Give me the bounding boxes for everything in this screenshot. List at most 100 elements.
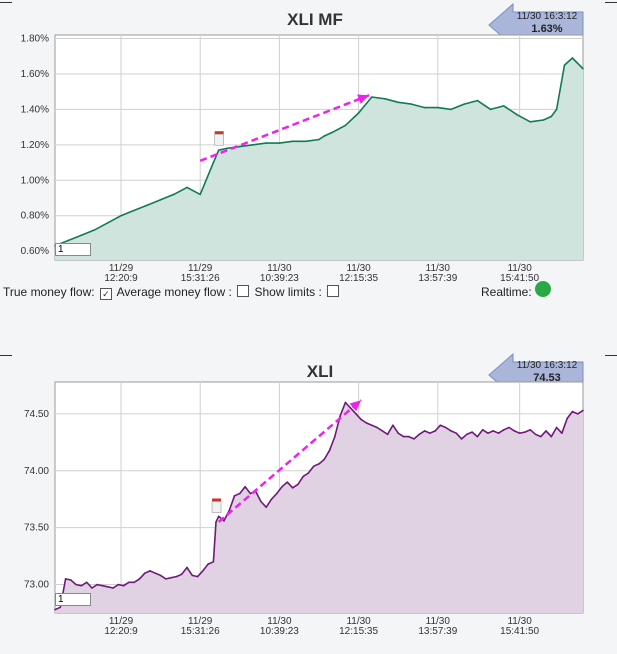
chart1-point-38 <box>529 121 531 123</box>
chart2-point-68 <box>407 435 410 438</box>
chart1-point-23 <box>331 131 334 134</box>
chart1-point-44 <box>582 67 584 70</box>
chart1-xtick-time-3: 12:15:35 <box>339 273 378 284</box>
chart1-badge: 11/30 16:3:12 1.63% <box>512 10 582 36</box>
chart2-point-55 <box>339 415 341 417</box>
chart1-range-input[interactable]: 1 <box>55 243 91 256</box>
chart1-point-14 <box>225 147 228 150</box>
chart2-range-input[interactable]: 1 <box>55 593 91 606</box>
show-limits-checkbox[interactable] <box>327 285 340 297</box>
chart1-point-9 <box>173 193 175 196</box>
chart2-point-16 <box>138 578 141 580</box>
chart1-point-12 <box>212 161 215 164</box>
chart1-ytick-label-1: 1.60% <box>21 69 49 80</box>
chart1-plot: 1.80% 1.60% 1.40% 1.20% 1.00% 0.80% 0.60% 11/29… <box>21 34 584 284</box>
chart2-point-62 <box>376 426 378 429</box>
chart2-point-33 <box>223 520 225 522</box>
chart2-trend-arrow <box>217 399 363 523</box>
chart2-point-63 <box>381 430 384 432</box>
chart2-point-65 <box>392 424 394 427</box>
chart2-point-15 <box>133 581 135 584</box>
chart1-point-16 <box>252 144 254 146</box>
chart2-point-13 <box>122 584 125 587</box>
chart2-point-67 <box>402 435 405 438</box>
chart1-point-36 <box>503 105 505 107</box>
chart2-point-60 <box>365 422 368 424</box>
chart2-gap-marker-top <box>212 498 222 502</box>
chart2-point-21 <box>165 578 167 580</box>
chart2-point-88 <box>513 430 516 432</box>
chart2-point-0 <box>54 608 56 611</box>
chart2-point-79 <box>466 433 468 436</box>
chart2-point-27 <box>196 575 199 578</box>
chart2-point-22 <box>170 576 172 579</box>
chart2-series-line <box>54 401 584 611</box>
chart2-point-26 <box>191 574 194 577</box>
chart1-point-29 <box>410 103 413 105</box>
chart1-point-26 <box>371 96 373 98</box>
chart2-point-6 <box>85 581 88 584</box>
mid-dash-right <box>605 355 617 356</box>
chart1-point-22 <box>323 135 326 137</box>
chart2-point-37 <box>244 485 246 488</box>
chart2-point-101 <box>582 409 584 412</box>
chart2-ytick-label-2: 73.50 <box>24 523 49 534</box>
chart2-point-96 <box>555 426 558 429</box>
chart1-badge-time: 11/30 16:3:12 <box>516 11 578 22</box>
true-mf-checkbox[interactable]: ✓ <box>99 288 112 300</box>
realtime-indicator[interactable] <box>535 281 551 297</box>
chart2-point-46 <box>291 487 294 489</box>
chart2-point-97 <box>561 432 563 435</box>
chart2-point-44 <box>281 485 283 488</box>
chart2-point-11 <box>112 587 114 589</box>
chart1-trend-arrow <box>199 94 370 162</box>
chart2-point-48 <box>302 475 304 478</box>
chart2-xtick-date-0: 11/29 <box>109 616 134 627</box>
chart1-title: XLI MF <box>287 10 343 29</box>
chart1-point-5 <box>120 214 122 217</box>
chart1-trend-arrow-head <box>357 94 370 104</box>
chart2-xtick-time-5: 15:41:50 <box>500 626 539 637</box>
chart2-point-18 <box>149 570 151 572</box>
chart1-ytick-label-3: 1.20% <box>21 140 49 151</box>
chart2-point-85 <box>497 432 500 435</box>
chart2-point-83 <box>487 432 489 435</box>
chart2-point-30 <box>212 560 215 563</box>
chart2-point-70 <box>418 433 421 436</box>
chart2-trend-arrow-head <box>349 400 362 412</box>
chart2-point-19 <box>154 572 157 574</box>
chart2-xtick-time-0: 12:20:9 <box>104 626 138 637</box>
chart2-xtick-date-2: 11/30 <box>267 616 292 627</box>
top-dash-right <box>605 2 617 3</box>
chart2-badge: 11/30 16:3:12 74.53 <box>512 359 582 385</box>
chart2-point-7 <box>91 587 93 589</box>
chart2-point-64 <box>386 433 389 436</box>
chart2-point-10 <box>107 586 109 588</box>
chart1-point-6 <box>133 209 135 212</box>
chart2-point-57 <box>349 407 352 409</box>
chart2-point-80 <box>471 431 473 433</box>
chart2-point-41 <box>265 506 268 508</box>
avg-mf-checkbox[interactable] <box>237 285 250 297</box>
chart2-ytick-label-0: 74.50 <box>24 409 49 420</box>
chart2-point-29 <box>207 563 209 565</box>
chart2-point-23 <box>175 575 178 578</box>
chart2-point-77 <box>455 432 458 435</box>
chart2-point-87 <box>508 426 510 429</box>
chart1-point-30 <box>423 106 426 109</box>
chart1-point-25 <box>357 112 360 114</box>
chart1-point-28 <box>397 101 400 104</box>
chart1-point-43 <box>571 57 574 59</box>
chart1-point-20 <box>305 140 307 143</box>
chart1-point-24 <box>344 124 347 127</box>
chart1-point-3 <box>93 229 96 231</box>
chart2-point-72 <box>429 432 431 435</box>
chart1-gap-marker-body <box>214 133 224 146</box>
chart1-point-37 <box>516 113 518 116</box>
chart1-xtick-time-0: 12:20:9 <box>104 273 138 284</box>
chart2-point-89 <box>518 432 521 435</box>
chart2-xtick-date-1: 11/29 <box>188 616 213 627</box>
chart1-xtick-date-2: 11/30 <box>267 263 292 274</box>
avg-mf-label: Average money flow : <box>116 285 232 299</box>
chart2-point-78 <box>460 438 463 440</box>
